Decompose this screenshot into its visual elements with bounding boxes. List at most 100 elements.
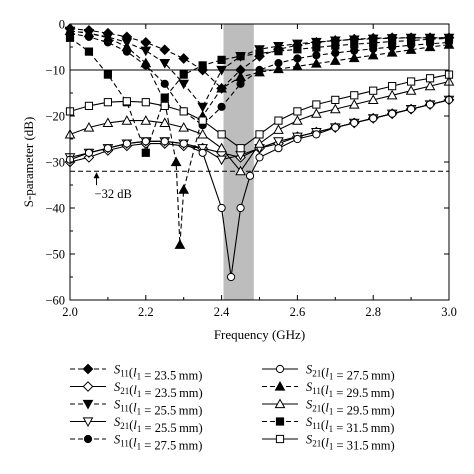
data-point [255,130,264,139]
data-point [312,51,321,60]
legend-item-5: S11(l1 = 27.5 mm) [70,433,202,453]
legend-item-10: S21(l1 = 31.5 mm) [262,433,395,453]
y-tick-label: −30 [45,156,65,170]
data-point [407,77,416,86]
data-point [255,49,264,58]
legend-label: S11(l1 = 31.5 mm) [306,415,394,435]
x-tick-label: 2.0 [62,305,78,319]
data-point [178,53,190,64]
data-point [179,70,188,79]
data-point [84,148,94,157]
legend-item-9: S11(l1 = 31.5 mm) [262,415,394,435]
data-point [386,89,398,100]
data-point [348,52,360,63]
data-point [160,137,169,146]
data-point [178,121,190,132]
data-point [367,49,379,60]
data-point [83,121,95,132]
plot-frame [69,23,450,301]
data-point [273,63,284,74]
data-point [273,137,284,147]
x-tick-label: 2.2 [138,305,154,319]
data-point [102,117,114,127]
data-point [386,46,398,57]
legend-marker [82,381,94,392]
data-point [312,130,321,139]
data-point [174,239,186,249]
legend-item-3: S11(l1 = 25.5 mm) [70,398,202,418]
data-point [312,100,321,109]
data-point [141,137,150,146]
data-point [103,144,113,153]
data-point [350,118,359,128]
data-point [121,115,133,125]
data-point [254,138,265,148]
data-point [424,41,436,52]
data-point [178,79,190,90]
legend-marker [275,417,285,426]
data-point [255,153,264,162]
data-point [217,203,226,213]
data-point [235,71,246,81]
data-point [331,95,340,105]
data-point [388,82,397,91]
series-markers-8 [64,75,455,176]
data-point [160,79,169,88]
annotation-layer: −32 dB [93,172,132,201]
legend-label: S21(l1 = 29.5 mm) [306,398,395,418]
data-point [179,139,188,148]
legend-label: S11(l1 = 23.5 mm) [114,363,202,383]
data-point [103,98,113,107]
data-point [198,116,207,125]
data-point [102,32,114,42]
data-point [245,171,255,180]
legend-marker [83,434,93,444]
data-point [329,55,341,65]
x-tick-label: 3.0 [441,305,457,319]
data-point [140,46,152,57]
data-point [236,79,245,88]
data-point [160,93,169,102]
legend-marker [274,398,286,409]
y-tick-label: −60 [45,294,65,308]
data-point [293,45,302,54]
data-point [236,203,245,213]
data-point [293,134,302,144]
data-point [273,124,284,134]
data-point [198,148,207,157]
data-point [197,144,208,154]
data-point [170,156,182,167]
data-point [216,65,227,76]
data-point [160,101,169,110]
data-point [159,59,171,69]
legend-label: S21(l1 = 31.5 mm) [306,433,395,453]
y-tick-label: −10 [45,64,65,78]
data-point [217,102,226,111]
data-point [292,60,303,71]
data-point [369,114,378,123]
data-point [405,44,417,54]
data-point [367,94,379,104]
legend-item-6: S21(l1 = 27.5 mm) [262,363,395,383]
data-point [84,101,94,110]
data-point [122,139,131,148]
data-point [329,36,341,47]
data-point [236,144,245,153]
data-point [121,41,133,52]
legend-marker [275,364,285,374]
annotation-label: −32 dB [95,187,132,201]
data-point [141,148,150,157]
data-point [217,55,226,64]
data-point [348,98,360,109]
data-point [197,102,208,113]
data-point [350,40,359,49]
data-point [331,123,340,132]
data-point [274,116,283,125]
legend: S11(l1 = 23.5 mm)S21(l1 = 23.5 mm)S11(l1… [70,363,395,453]
data-point [292,115,303,125]
legend-marker [82,417,94,428]
data-point [350,91,359,100]
data-point [217,130,226,139]
data-point [388,109,397,118]
legend-label: S21(l1 = 23.5 mm) [114,380,203,400]
